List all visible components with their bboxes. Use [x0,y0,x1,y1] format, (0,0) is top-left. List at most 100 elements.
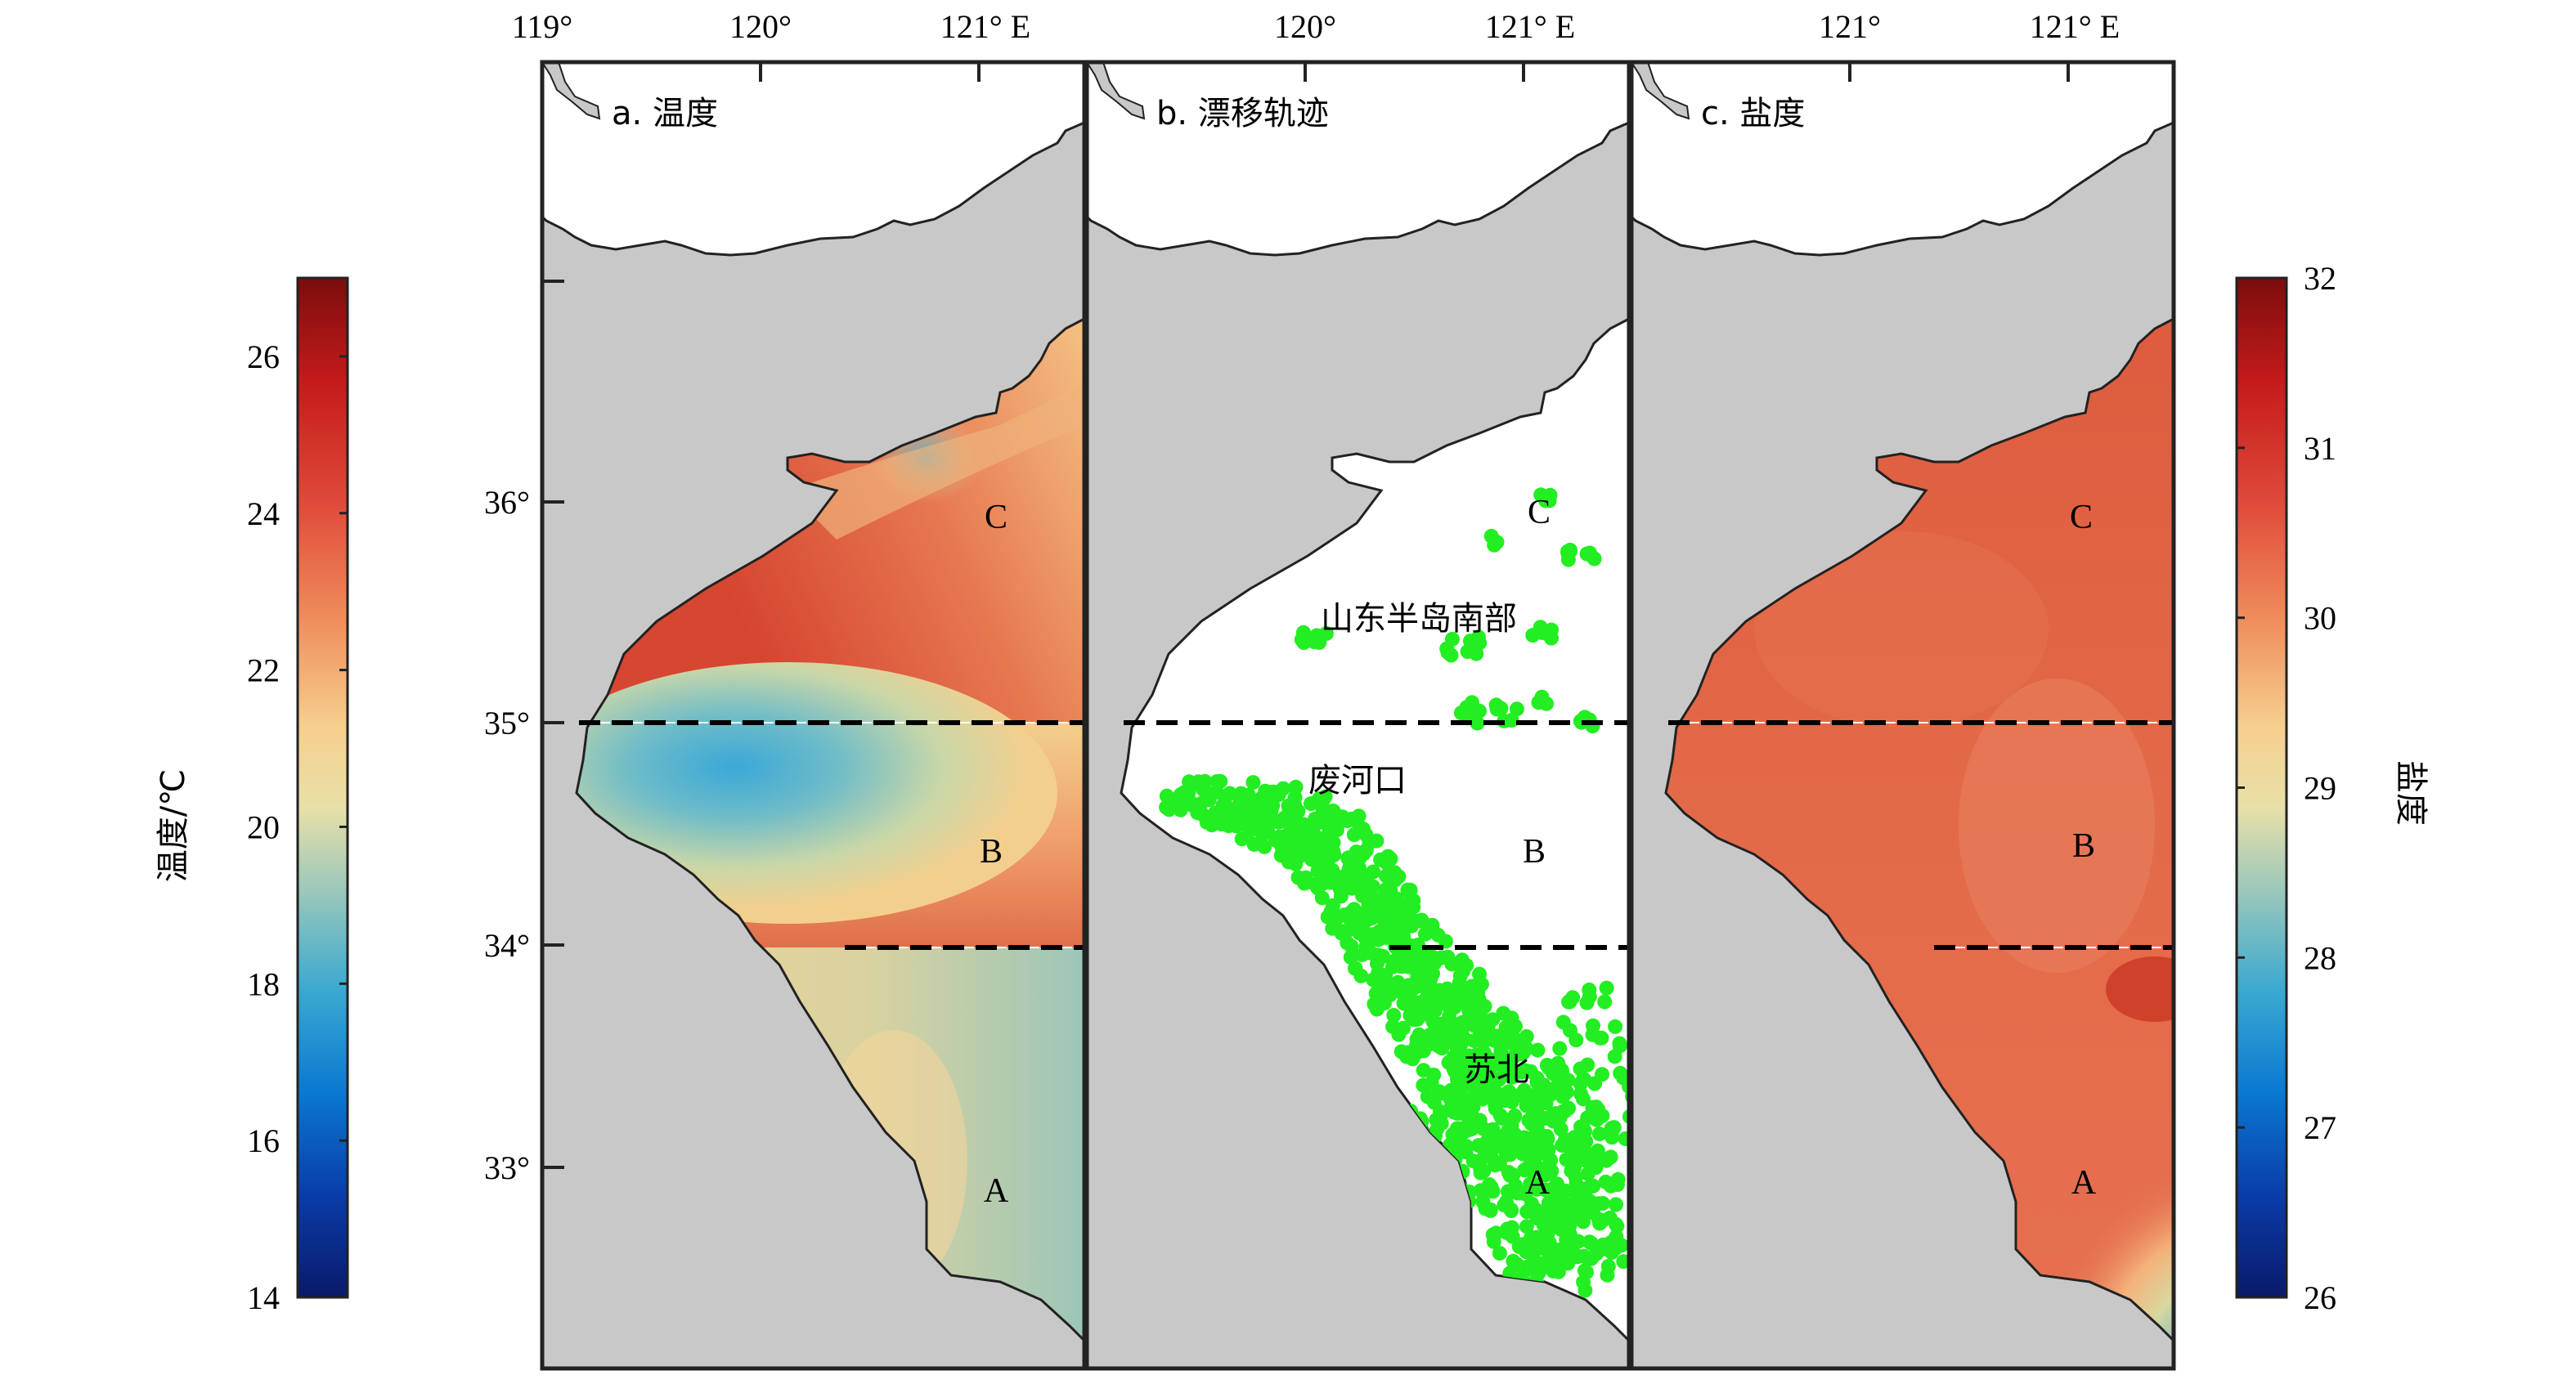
trajectory-point [1426,1068,1442,1082]
trajectory-point [1440,950,1456,965]
colorbar-tick-label: 18 [247,965,280,1002]
trajectory-point [1316,876,1331,891]
trajectory-point [1234,831,1250,847]
trajectory-point [1592,1216,1608,1231]
trajectory-point [1159,788,1174,804]
temperature-colorbar-ticks: 26 24 22 20 18 16 14 [247,338,348,1316]
trajectory-point [1435,1027,1451,1042]
trajectory-point [1551,1264,1566,1279]
colorbar-tick-label: 16 [247,1122,280,1159]
trajectory-point [1590,1143,1605,1158]
trajectory-point [1519,1041,1534,1056]
trajectory-point [1610,1177,1625,1192]
lat-label-35: 35° [484,705,530,741]
temperature-colorbar-label: 温度/℃ [155,769,192,882]
trajectory-point [1466,1033,1482,1049]
trajectory-point [1546,1066,1561,1082]
trajectory-point [1369,1001,1384,1017]
trajectory-point [1384,924,1399,939]
panel-c-salinity [1631,62,2174,1368]
lat-label-33: 33° [484,1149,530,1186]
trajectory-point [1595,1237,1611,1252]
lon-label-b-0: 120° [1274,8,1336,45]
trajectory-point [1575,1121,1591,1136]
trajectory-point [1618,1131,1629,1146]
trajectory-point [1591,1126,1607,1142]
trajectory-point [1383,851,1398,867]
trajectory-point [1506,1167,1521,1183]
trajectory-point [1557,1135,1573,1150]
trajectory-point [1534,689,1550,705]
trajectory-point [1537,1111,1552,1126]
panel-c-title: c. 盐度 [1701,95,1805,132]
lat-label-34: 34° [484,927,530,964]
trajectory-point [1486,1073,1501,1088]
trajectory-point [1492,1246,1507,1261]
trajectory-point [1450,983,1465,998]
trajectory-point [1510,1185,1525,1201]
trajectory-point [1496,1006,1511,1021]
place-shandong-south: 山东半岛南部 [1321,600,1517,638]
trajectory-point [1599,1153,1614,1168]
trajectory-point [1576,1274,1591,1290]
trajectory-point [1386,1008,1402,1023]
trajectory-point [1381,981,1397,997]
trajectory-point [1306,634,1322,649]
trajectory-point [1529,1181,1545,1197]
trajectory-point [1528,1149,1543,1164]
trajectory-point [1461,1114,1477,1130]
trajectory-point [1509,1088,1524,1104]
trajectory-point [1440,645,1456,661]
trajectory-point [1402,952,1417,967]
trajectory-point [1281,805,1297,821]
trajectory-point [1523,1064,1538,1079]
trajectory-point [1447,1130,1461,1145]
trajectory-point [1592,1030,1608,1046]
trajectory-point [1529,1074,1545,1090]
trajectory-point [1600,1267,1615,1283]
colorbar-tick-label: 26 [247,338,280,375]
trajectory-point [1344,878,1360,893]
trajectory-point [1521,1242,1537,1257]
panel-c-zone-b: B [2072,827,2095,865]
trajectory-point [1272,835,1287,850]
trajectory-point [1483,1203,1498,1218]
trajectory-point [1446,1049,1461,1064]
trajectory-point [1209,774,1225,789]
trajectory-point [1591,1102,1606,1118]
trajectory-point [1519,1029,1534,1044]
trajectory-point [1348,961,1362,976]
panel-c-zone-a: A [2071,1164,2097,1202]
trajectory-point [1364,946,1380,961]
trajectory-point [1586,1018,1600,1033]
trajectory-point [1574,1198,1590,1213]
trajectory-point [1417,992,1433,1008]
trajectory-point [1396,1020,1411,1036]
temperature-colorbar: 26 24 22 20 18 16 14 温度/℃ [155,276,349,1316]
trajectory-point [1489,701,1505,717]
longitude-axis-panel-c: 121° 121° E [1819,8,2120,82]
trajectory-point [1597,994,1613,1010]
trajectory-point [1561,994,1577,1010]
trajectory-point [1509,701,1524,717]
trajectory-point [1260,822,1276,838]
trajectory-point [1287,790,1303,805]
trajectory-point [1598,1174,1613,1189]
panel-c-zone-c: C [2070,499,2093,536]
trajectory-point [1519,1219,1534,1234]
trajectory-point [1504,713,1519,728]
trajectory-point [1473,1165,1488,1180]
trajectory-point [1195,807,1210,822]
trajectory-point [1519,1204,1535,1220]
trajectory-point [1387,872,1402,888]
trajectory-point [1369,833,1384,849]
trajectory-point [1530,1042,1546,1058]
trajectory-point [1317,789,1333,804]
trajectory-point [1476,1149,1492,1165]
panel-a-frame [540,60,1087,1371]
trajectory-point [1298,870,1313,885]
trajectory-point [1288,779,1304,795]
trajectory-point [1257,839,1272,854]
trajectory-point [1499,1147,1514,1162]
